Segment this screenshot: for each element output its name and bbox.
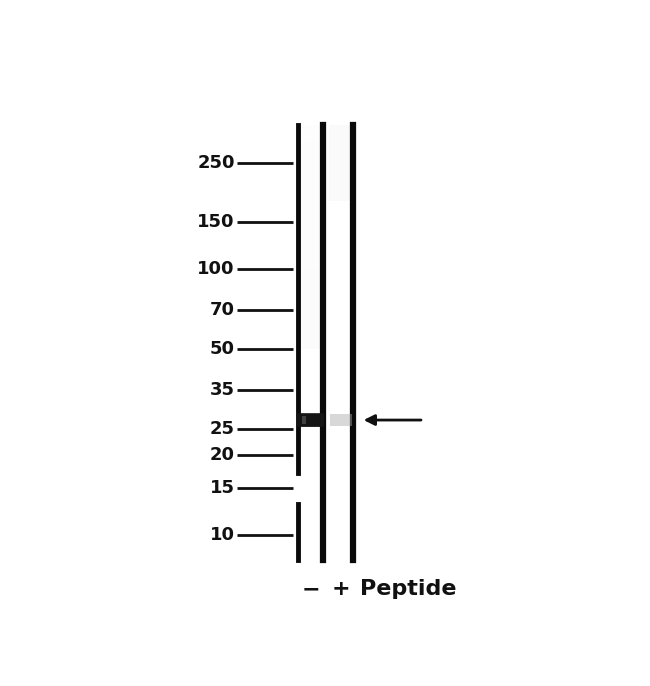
Text: 25: 25 <box>210 420 235 438</box>
Text: 35: 35 <box>210 381 235 399</box>
Text: −: − <box>301 580 320 600</box>
Text: +: + <box>332 580 350 600</box>
Bar <box>299 269 322 349</box>
Text: 15: 15 <box>210 479 235 497</box>
Text: 70: 70 <box>210 301 235 319</box>
Bar <box>329 125 353 201</box>
FancyBboxPatch shape <box>297 413 324 427</box>
Bar <box>298 125 323 560</box>
Text: 250: 250 <box>198 154 235 172</box>
Text: 10: 10 <box>210 525 235 543</box>
Text: 50: 50 <box>210 340 235 358</box>
Text: 150: 150 <box>198 213 235 231</box>
Text: Peptide: Peptide <box>361 580 457 600</box>
Bar <box>328 125 354 560</box>
Text: 100: 100 <box>198 260 235 278</box>
Bar <box>299 142 322 269</box>
Bar <box>330 414 352 427</box>
Bar <box>302 416 306 424</box>
Text: 20: 20 <box>210 446 235 464</box>
Bar <box>299 125 322 142</box>
